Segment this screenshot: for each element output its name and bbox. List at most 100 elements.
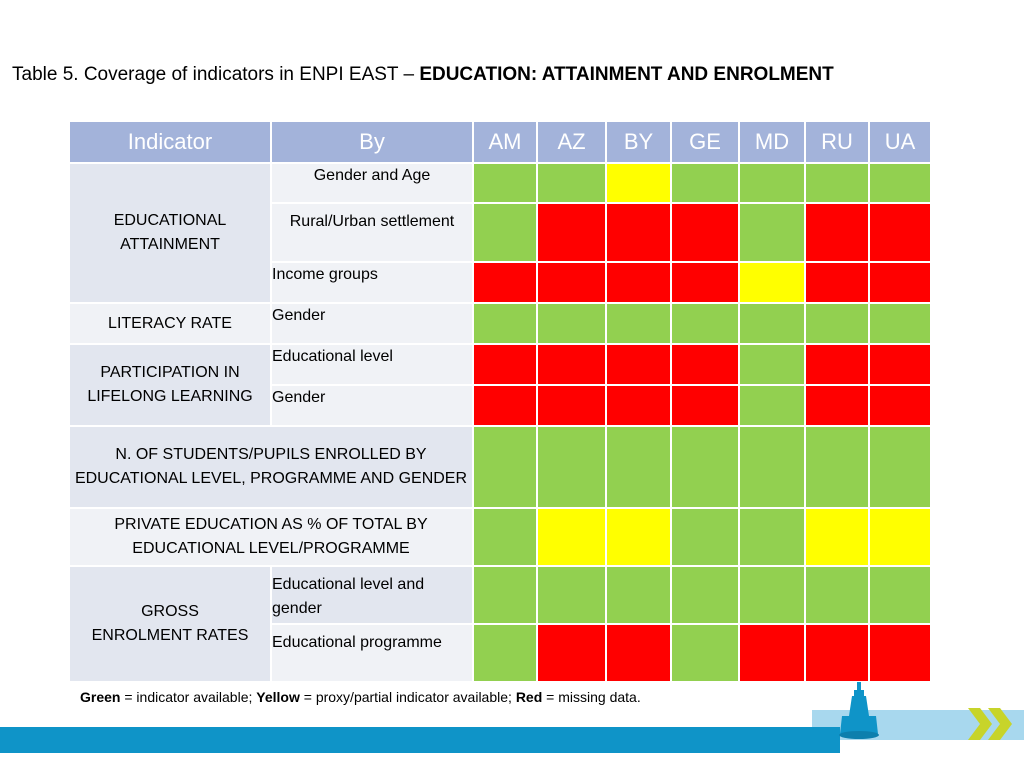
status-cell [670,623,740,683]
status-cell [868,384,932,427]
status-cell [804,565,870,625]
legend-yellow-label: Yellow [256,689,300,705]
tower-logo-icon [839,682,879,739]
status-cell [738,162,806,204]
status-cell [536,302,607,345]
table-row: Income groups [69,261,932,304]
table-row: Educational programme [69,623,932,683]
by-educational-programme: Educational programme [270,623,474,683]
header-az: AZ [536,120,607,164]
table-row: LITERACY RATE Gender [68,302,932,345]
status-cell [868,202,932,263]
indicator-students-enrolled: N. OF STUDENTS/PUPILS ENROLLED BY EDUCAT… [68,425,474,509]
status-cell [605,384,672,427]
header-indicator: Indicator [68,120,272,164]
legend-red-text: = missing data. [542,689,641,705]
indicator-literacy-rate: LITERACY RATE [68,302,272,345]
status-cell [536,565,607,625]
status-cell [670,507,740,567]
table-row: EDUCATIONAL ATTAINMENT Gender and Age [68,162,932,304]
status-cell [472,623,538,683]
status-cell [472,425,538,509]
status-cell [472,384,538,427]
title-bold: EDUCATION: ATTAINMENT AND ENROLMENT [419,64,834,85]
status-cell [605,343,672,386]
status-cell [536,261,607,304]
status-cell [536,507,607,567]
header-ua: UA [868,120,932,164]
status-cell [605,565,672,625]
legend-green-label: Green [80,689,121,705]
legend-yellow-text: = proxy/partial indicator available; [299,689,516,705]
status-cell [605,162,672,204]
table-row: N. OF STUDENTS/PUPILS ENROLLED BY EDUCAT… [68,425,932,509]
status-cell [804,343,870,386]
status-cell [472,343,538,386]
indicator-gross-enrolment: GROSS ENROLMENT RATES [68,565,272,683]
status-cell [804,202,870,263]
status-cell [868,507,932,567]
status-cell [738,343,806,386]
table-title: Table 5. Coverage of indicators in ENPI … [12,64,834,86]
footer-accent-bar [0,727,840,753]
by-educational-level: Educational level [270,343,474,386]
status-cell [868,343,932,386]
indicator-private-education: PRIVATE EDUCATION AS % OF TOTAL BY EDUCA… [68,507,474,567]
table-row: PARTICIPATION IN LIFELONG LEARNING Educa… [68,343,932,427]
status-cell [670,343,740,386]
status-cell [670,202,740,263]
status-cell [868,623,932,683]
by-educational-level-gender: Educational level and gender [270,565,474,625]
status-cell [670,384,740,427]
double-chevron-icon [968,708,1012,740]
by-gender: Gender [270,384,474,427]
by-gender-age: Gender and Age [270,162,474,204]
status-cell [738,507,806,567]
indicator-lifelong-learning: PARTICIPATION IN LIFELONG LEARNING [68,343,272,427]
color-legend: Green = indicator available; Yellow = pr… [80,689,641,705]
header-ge: GE [670,120,740,164]
legend-red-label: Red [515,689,543,705]
status-cell [605,507,672,567]
status-cell [804,425,870,509]
status-cell [472,302,538,345]
status-cell [536,425,607,509]
status-cell [738,202,806,263]
status-cell [804,623,870,683]
status-cell [472,507,538,567]
status-cell [670,261,740,304]
header-by: By [270,120,474,164]
status-cell [605,302,672,345]
status-cell [472,162,538,204]
header-am: AM [472,120,538,164]
coverage-table: Indicator By AM AZ BY GE MD RU UA EDUCAT… [68,120,932,683]
status-cell [670,425,740,509]
title-prefix: Table 5. Coverage of indicators in ENPI … [12,64,420,85]
status-cell [868,565,932,625]
header-ru: RU [804,120,870,164]
status-cell [738,565,806,625]
status-cell [738,261,806,304]
status-cell [804,261,870,304]
status-cell [605,261,672,304]
status-cell [804,162,870,204]
status-cell [804,302,870,345]
status-cell [868,162,932,204]
status-cell [868,425,932,509]
status-cell [472,261,538,304]
status-cell [804,507,870,567]
by-gender: Gender [270,302,474,345]
status-cell [536,343,607,386]
status-cell [868,261,932,304]
status-cell [670,565,740,625]
by-rural-urban: Rural/Urban settlement [270,202,474,263]
status-cell [605,202,672,263]
status-cell [738,425,806,509]
table-row: PRIVATE EDUCATION AS % OF TOTAL BY EDUCA… [68,507,932,567]
status-cell [670,162,740,204]
status-cell [605,425,672,509]
status-cell [536,202,607,263]
header-md: MD [738,120,806,164]
status-cell [605,623,672,683]
status-cell [536,623,607,683]
